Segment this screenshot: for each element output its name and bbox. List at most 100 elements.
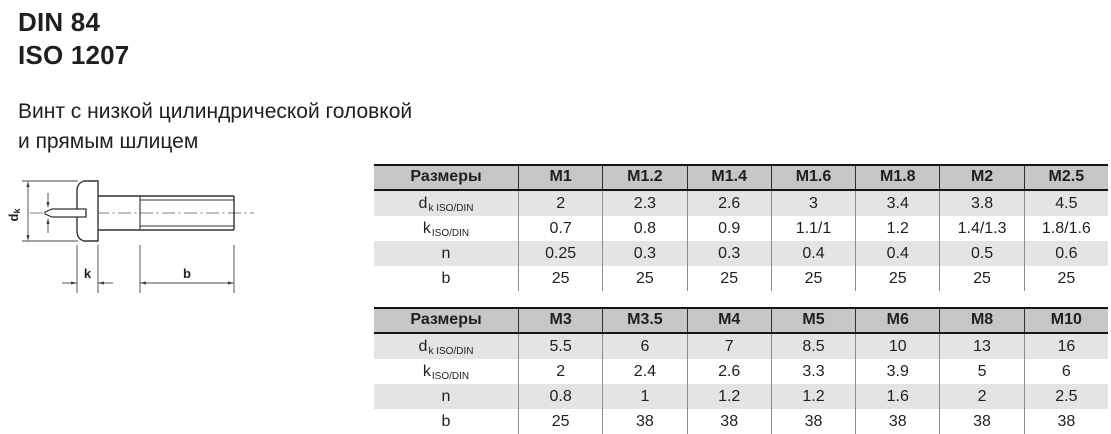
column-header-m10: M10: [1023, 309, 1108, 332]
value-cell: 1.2: [855, 216, 939, 241]
param-cell: b: [441, 413, 451, 430]
slot-profile: [44, 208, 87, 218]
value-cell: 10: [855, 334, 939, 359]
column-header-m2: M2: [939, 166, 1023, 189]
value-cell: 0.5: [939, 241, 1023, 266]
standard-title-din: DIN 84: [18, 7, 101, 37]
value-cell: 2: [518, 191, 602, 216]
n-arrow-down-icon: [46, 202, 50, 208]
screw-head-outline: [76, 180, 99, 242]
dk-arrow-down-icon: [26, 235, 30, 241]
value-cell: 25: [518, 266, 602, 291]
value-cell: 0.3: [602, 241, 686, 266]
value-cell: 0.4: [770, 241, 855, 266]
value-cell: 25: [770, 266, 855, 291]
value-cell: 5.5: [518, 334, 602, 359]
table-row-k: kISO/DIN 0.7 0.8 0.9 1.1/1 1.2 1.4/1.3 1.8/1.6: [374, 216, 1108, 241]
param-cell: b: [441, 270, 451, 287]
description-line-1: Винт с низкой цилиндрической головкой: [18, 100, 413, 123]
column-header-m8: M8: [939, 309, 1023, 332]
value-cell: 0.3: [686, 241, 771, 266]
b-arrow-right-icon: [228, 281, 234, 285]
value-cell: 2: [939, 384, 1023, 409]
column-header-m6: M6: [855, 309, 939, 332]
value-cell: 5: [939, 359, 1023, 384]
value-cell: 0.7: [518, 216, 602, 241]
k-arrow-right-icon: [71, 281, 77, 285]
value-cell: 25: [686, 266, 771, 291]
column-header-m3.5: M3.5: [602, 309, 686, 332]
value-cell: 38: [939, 409, 1023, 434]
param-cell: dk ISO/DIN: [418, 338, 474, 357]
value-cell: 13: [939, 334, 1023, 359]
value-cell: 0.25: [518, 241, 602, 266]
value-cell: 8.5: [770, 334, 855, 359]
value-cell: 1.8/1.6: [1023, 216, 1108, 241]
value-cell: 25: [518, 409, 602, 434]
column-header-m5: M5: [770, 309, 855, 332]
value-cell: 2.6: [686, 359, 771, 384]
value-cell: 0.9: [686, 216, 771, 241]
dk-dimension-label: dk: [8, 208, 22, 222]
value-cell: 3.4: [855, 191, 939, 216]
table-row-n: n 0.25 0.3 0.3 0.4 0.4 0.5 0.6: [374, 241, 1108, 266]
table-header-row: Размеры M1 M1.2 M1.4 M1.6 M1.8 M2 M2.5: [374, 164, 1108, 191]
table-row-n: n 0.8 1 1.2 1.2 1.6 2 2.5: [374, 384, 1108, 409]
value-cell: 38: [1023, 409, 1108, 434]
value-cell: 16: [1023, 334, 1108, 359]
k-arrow-left-icon: [98, 281, 104, 285]
value-cell: 1.4/1.3: [939, 216, 1023, 241]
b-dimension-label: b: [183, 266, 191, 281]
value-cell: 3.9: [855, 359, 939, 384]
value-cell: 2.5: [1023, 384, 1108, 409]
column-header-m1.2: M1.2: [602, 166, 686, 189]
value-cell: 1.2: [770, 384, 855, 409]
column-header-m3: M3: [518, 309, 602, 332]
param-column-header: Размеры: [410, 311, 482, 328]
standard-title: DIN 84 ISO 1207: [18, 6, 129, 72]
param-cell: kISO/DIN: [422, 220, 470, 239]
column-header-m1.6: M1.6: [770, 166, 855, 189]
table-row-b: b 25 25 25 25 25 25 25: [374, 266, 1108, 291]
value-cell: 1: [602, 384, 686, 409]
value-cell: 1.1/1: [770, 216, 855, 241]
table-header-row: Размеры M3 M3.5 M4 M5 M6 M8 M10: [374, 307, 1108, 334]
n-arrow-up-icon: [46, 218, 50, 224]
table-row-b: b 25 38 38 38 38 38 38: [374, 409, 1108, 434]
param-cell: dk ISO/DIN: [418, 195, 474, 214]
description-line-2: и прямым шлицем: [18, 130, 199, 153]
value-cell: 2.3: [602, 191, 686, 216]
table-row-d: dk ISO/DIN 2 2.3 2.6 3 3.4 3.8 4.5: [374, 191, 1108, 216]
value-cell: 0.8: [602, 216, 686, 241]
column-header-m4: M4: [686, 309, 771, 332]
param-cell: kISO/DIN: [422, 363, 470, 382]
param-cell: n: [441, 245, 451, 262]
value-cell: 6: [602, 334, 686, 359]
value-cell: 2: [518, 359, 602, 384]
value-cell: 0.4: [855, 241, 939, 266]
value-cell: 1.2: [686, 384, 771, 409]
column-header-m2.5: M2.5: [1023, 166, 1108, 189]
column-header-m1.4: M1.4: [686, 166, 771, 189]
value-cell: 7: [686, 334, 771, 359]
value-cell: 0.6: [1023, 241, 1108, 266]
value-cell: 2.6: [686, 191, 771, 216]
param-column-header: Размеры: [410, 168, 482, 185]
product-description: Винт с низкой цилиндрической головкой и …: [18, 97, 412, 157]
k-dimension-label: k: [84, 266, 92, 281]
dimensions-table-m1-m2_5: Размеры M1 M1.2 M1.4 M1.6 M1.8 M2 M2.5 dk ISO/DI…: [374, 164, 1108, 291]
value-cell: 25: [939, 266, 1023, 291]
value-cell: 38: [855, 409, 939, 434]
value-cell: 3: [770, 191, 855, 216]
value-cell: 2.4: [602, 359, 686, 384]
value-cell: 38: [602, 409, 686, 434]
value-cell: 4.5: [1023, 191, 1108, 216]
value-cell: 6: [1023, 359, 1108, 384]
table-row-k: kISO/DIN 2 2.4 2.6 3.3 3.9 5 6: [374, 359, 1108, 384]
dk-arrow-up-icon: [26, 181, 30, 187]
value-cell: 25: [602, 266, 686, 291]
value-cell: 3.3: [770, 359, 855, 384]
value-cell: 38: [686, 409, 771, 434]
value-cell: 25: [1023, 266, 1108, 291]
value-cell: 0.8: [518, 384, 602, 409]
